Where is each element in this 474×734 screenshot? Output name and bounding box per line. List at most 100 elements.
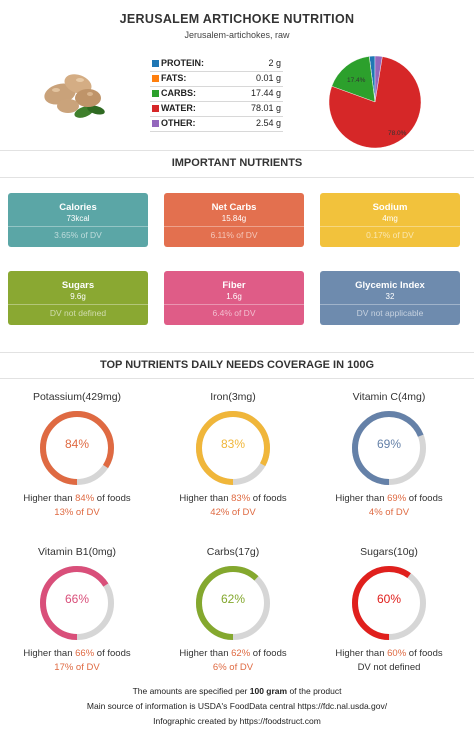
nutrient-card-net-carbs: Net Carbs 15.84g 6.11% of DV xyxy=(164,193,304,247)
card-dv: 6.11% of DV xyxy=(210,230,258,240)
macro-label: OTHER: xyxy=(161,118,196,128)
page-subtitle: Jerusalem-artichokes, raw xyxy=(184,30,290,40)
coverage-rank: Higher than 62% of foods xyxy=(158,648,308,659)
footer-note-bold: 100 gram xyxy=(249,686,288,696)
coverage-ring xyxy=(196,411,270,485)
coverage-ring xyxy=(40,411,114,485)
ring-progress xyxy=(196,566,270,640)
card-value: 4mg xyxy=(382,214,398,223)
coverage-name: Potassium(429mg) xyxy=(32,391,122,403)
macro-label: PROTEIN: xyxy=(161,58,205,68)
rank-percent: 62% xyxy=(231,648,251,659)
pie-label-carbs: 17.4% xyxy=(347,77,366,84)
macro-label: CARBS: xyxy=(161,88,196,98)
coverage-ring xyxy=(352,411,426,485)
rank-prefix: Higher than xyxy=(23,648,76,659)
coverage-ring xyxy=(196,566,270,640)
rank-percent: 60% xyxy=(387,648,407,659)
card-name: Net Carbs xyxy=(211,202,257,213)
coverage-heading: TOP NUTRIENTS DAILY NEEDS COVERAGE IN 10… xyxy=(99,359,375,371)
rank-suffix: of foods xyxy=(406,493,443,504)
card-dv: 3.65% of DV xyxy=(54,230,102,240)
coverage-rank: Higher than 69% of foods xyxy=(314,493,464,504)
nutrient-card-sugars: Sugars 9.6g DV not defined xyxy=(8,271,148,325)
rank-percent: 69% xyxy=(387,493,407,504)
coverage-dv: 17% of DV xyxy=(54,662,100,673)
card-divider xyxy=(320,304,460,305)
macro-value: 0.01 g xyxy=(255,73,281,83)
rank-prefix: Higher than xyxy=(335,493,388,504)
ring-progress xyxy=(352,566,426,640)
coverage-dv: 13% of DV xyxy=(54,507,100,518)
macro-label: WATER: xyxy=(161,103,196,113)
coverage-dv: DV not defined xyxy=(357,662,421,673)
footer-amount-note: The amounts are specified per 100 gram o… xyxy=(0,686,474,696)
coverage-percent: 60% xyxy=(376,592,402,606)
footer-note-prefix: The amounts are specified per xyxy=(132,686,250,696)
nutrient-card-fiber: Fiber 1.6g 6.4% of DV xyxy=(164,271,304,325)
coverage-percent: 84% xyxy=(64,437,90,451)
card-name: Sodium xyxy=(372,202,408,213)
coverage-percent: 62% xyxy=(220,592,246,606)
rank-suffix: of foods xyxy=(94,493,131,504)
coverage-percent: 69% xyxy=(376,437,402,451)
coverage-rank: Higher than 60% of foods xyxy=(314,648,464,659)
card-value: 73kcal xyxy=(66,214,90,223)
card-dv: 0.17% of DV xyxy=(366,230,414,240)
pie-slice-water xyxy=(328,56,422,149)
macro-row-other: OTHER: 2.54 g xyxy=(150,117,283,132)
carbs-swatch xyxy=(152,90,159,97)
coverage-rank: Higher than 66% of foods xyxy=(2,648,152,659)
footer-note-suffix: of the product xyxy=(287,686,342,696)
macro-value: 78.01 g xyxy=(250,103,281,113)
protein-swatch xyxy=(152,60,159,67)
macro-value: 17.44 g xyxy=(250,88,281,98)
rank-percent: 66% xyxy=(75,648,95,659)
card-divider xyxy=(164,226,304,227)
coverage-name: Iron(3mg) xyxy=(210,391,256,403)
water-swatch xyxy=(152,105,159,112)
pie-slice-carbs xyxy=(331,56,376,103)
rank-prefix: Higher than xyxy=(179,648,232,659)
divider xyxy=(0,150,474,151)
ring-progress xyxy=(40,566,114,640)
coverage-dv: 42% of DV xyxy=(210,507,256,518)
card-value: 1.6g xyxy=(226,292,242,301)
macro-pie-chart: 17.4% 78.0% xyxy=(328,55,422,149)
macro-label: FATS: xyxy=(161,73,187,83)
coverage-percent: 66% xyxy=(64,592,90,606)
footer-source: Main source of information is USDA's Foo… xyxy=(86,701,388,711)
page-title: JERUSALEM ARTICHOKE NUTRITION xyxy=(119,12,355,26)
macro-value: 2.54 g xyxy=(255,118,281,128)
coverage-name: Vitamin B1(0mg) xyxy=(37,546,116,558)
rank-percent: 83% xyxy=(231,493,251,504)
rank-suffix: of foods xyxy=(250,648,287,659)
card-dv: DV not defined xyxy=(49,308,107,318)
nutrient-card-calories: Calories 73kcal 3.65% of DV xyxy=(8,193,148,247)
other-swatch xyxy=(152,120,159,127)
card-name: Glycemic Index xyxy=(355,280,425,291)
divider xyxy=(0,352,474,353)
important-nutrients-heading: IMPORTANT NUTRIENTS xyxy=(171,157,303,169)
card-value: 15.84g xyxy=(221,214,247,223)
nutrient-card-glycemic-index: Glycemic Index 32 DV not applicable xyxy=(320,271,460,325)
jerusalem-artichoke-image xyxy=(44,74,105,118)
rank-suffix: of foods xyxy=(406,648,443,659)
coverage-name: Sugars(10g) xyxy=(360,546,418,558)
ring-progress xyxy=(196,411,270,485)
coverage-ring xyxy=(352,566,426,640)
card-name: Fiber xyxy=(222,280,246,291)
rank-suffix: of foods xyxy=(94,648,131,659)
coverage-rank: Higher than 83% of foods xyxy=(158,493,308,504)
nutrient-card-sodium: Sodium 4mg 0.17% of DV xyxy=(320,193,460,247)
coverage-name: Vitamin C(4mg) xyxy=(352,391,426,403)
macro-row-carbs: CARBS: 17.44 g xyxy=(150,87,283,102)
coverage-dv: 4% of DV xyxy=(368,507,410,518)
divider xyxy=(0,177,474,178)
pie-label-water: 78.0% xyxy=(388,130,407,137)
footer-credit: Infographic created by https://foodstruc… xyxy=(153,716,321,726)
pie-slice-other xyxy=(374,55,383,103)
card-value: 9.6g xyxy=(70,292,86,301)
card-divider xyxy=(8,304,148,305)
fats-swatch xyxy=(152,75,159,82)
